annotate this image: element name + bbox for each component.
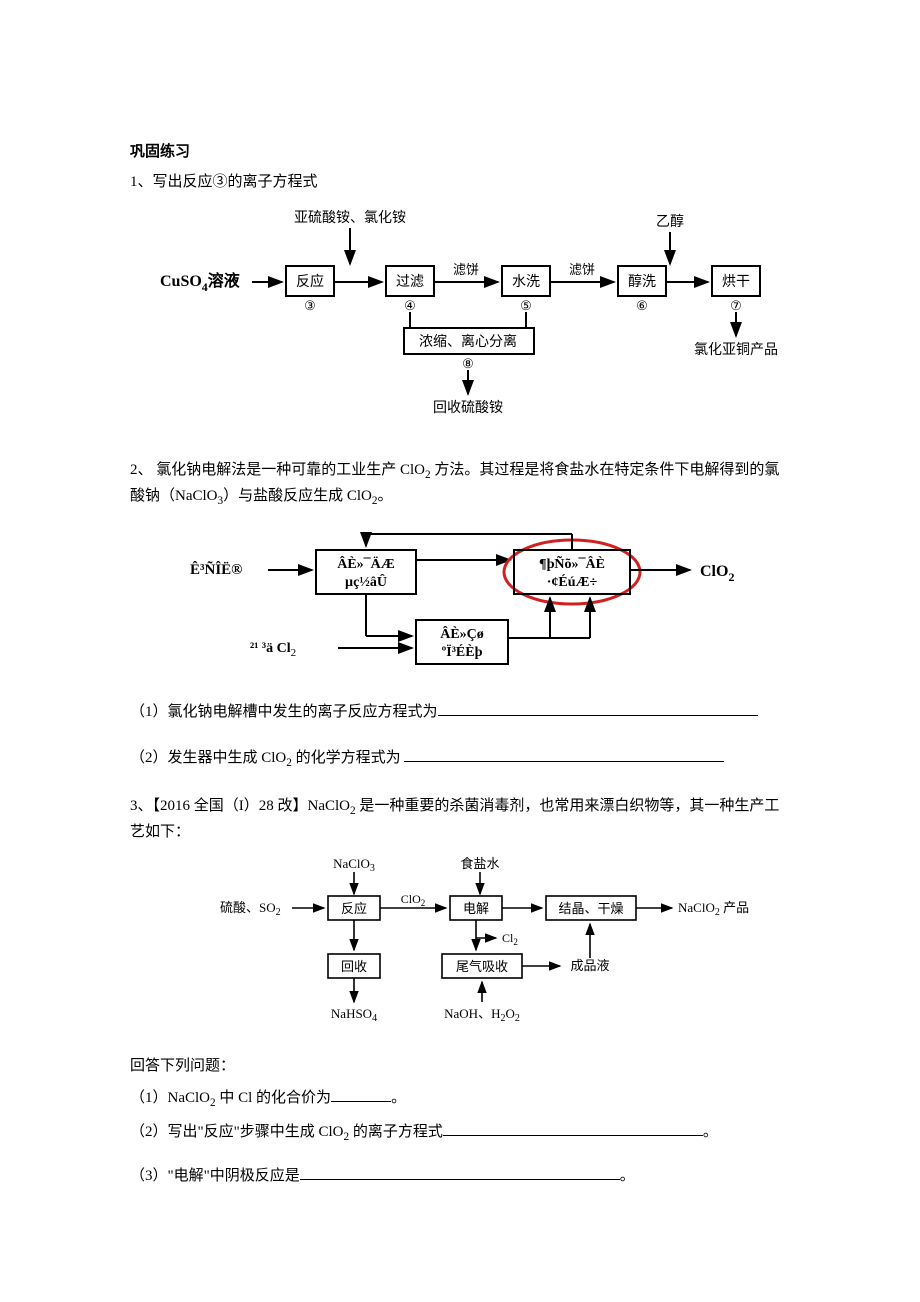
svg-text:ÂÈ»Çø: ÂÈ»Çø [440, 625, 484, 642]
q1-node-dry: 烘干 ⑦ [712, 266, 760, 313]
q1-recover: 回收硫酸铵 [433, 400, 503, 416]
q1-node-filter: 过滤 ④ [386, 266, 434, 313]
q2-sub1-blank[interactable] [438, 700, 758, 716]
q3-e12: ClO2 [401, 892, 426, 908]
q3-top2: 食盐水 [460, 856, 499, 871]
q3-node-recover: 回收 [328, 954, 380, 978]
q3-sub2: （2）写出"反应"步骤中生成 ClO2 的离子方程式。 [130, 1120, 790, 1146]
section-heading: 巩固练习 [130, 140, 790, 164]
q3-node-crystallize: 结晶、干燥 [546, 896, 636, 920]
q2-node-cell: ÂÈ»¯ÄÆ µç½âÛ [316, 550, 416, 594]
q3-recover-out: NaHSO4 [331, 1006, 377, 1024]
q3-sub1: （1）NaClO2 中 Cl 的化合价为。 [130, 1086, 790, 1112]
q3-left-in: 硫酸、SO2 [220, 900, 281, 918]
page: 巩固练习 1、写出反应③的离子方程式 CuSO4溶液 亚硫酸铵、氯化铵 乙醇 反… [0, 0, 920, 1302]
q2-node-absorber: ÂÈ»Çø ºÏ³ÉÈþ [416, 620, 508, 664]
q2-diagram: Ê³ÑÎË® ÂÈ»¯ÄÆ µç½âÛ ¶þÑõ»¯ÂÈ ·¢ÉúÆ÷ ClO2… [190, 520, 790, 680]
svg-text:过滤: 过滤 [396, 274, 424, 290]
svg-text:④: ④ [404, 298, 416, 313]
svg-text:⑦: ⑦ [730, 298, 742, 313]
svg-text:ºÏ³ÉÈþ: ºÏ³ÉÈþ [442, 643, 483, 660]
q3-node-reaction: 反应 [328, 896, 380, 920]
svg-text:反应: 反应 [296, 273, 324, 290]
q1-top-reagent: 亚硫酸铵、氯化铵 [294, 210, 406, 226]
svg-text:⑧: ⑧ [462, 356, 474, 371]
svg-text:反应: 反应 [341, 901, 367, 916]
q3-top1: NaClO3 [333, 856, 375, 874]
q1-node-wash: 水洗 ⑤ [502, 266, 550, 313]
q2-out-right: ClO2 [700, 563, 734, 584]
svg-text:浓缩、离心分离: 浓缩、离心分离 [419, 333, 517, 350]
q1-diagram: CuSO4溶液 亚硫酸铵、氯化铵 乙醇 反应 ③ 过滤 ④ 滤饼 水洗 ⑤ 滤饼 [160, 204, 820, 424]
svg-text:µç½âÛ: µç½âÛ [345, 573, 387, 590]
svg-text:醇洗: 醇洗 [628, 273, 656, 290]
q3-sub3: （3）"电解"中阴极反应是。 [130, 1164, 790, 1188]
svg-text:结晶、干燥: 结晶、干燥 [558, 901, 623, 916]
svg-text:⑤: ⑤ [520, 298, 532, 313]
q1-edge-wash-alcohol: 滤饼 [569, 262, 595, 277]
q1-node-reaction: 反应 ③ [286, 266, 334, 313]
q2-sub2: （2）发生器中生成 ClO2 的化学方程式为 [130, 746, 790, 772]
q2-sub2-blank[interactable] [404, 746, 724, 762]
q3-cl2: Cl2 [502, 931, 518, 947]
q3-sub1-blank[interactable] [331, 1086, 391, 1102]
q2-bottom-in: ²¹ ³ä Cl2 [250, 641, 296, 659]
svg-text:·¢ÉúÆ÷: ·¢ÉúÆ÷ [547, 573, 598, 590]
q3-bottom-reagent: NaOH、H2O2 [444, 1006, 520, 1024]
q1-prompt: 1、写出反应③的离子方程式 [130, 170, 790, 194]
q3-product: NaClO2 产品 [678, 900, 749, 918]
q2-in-left: Ê³ÑÎË® [190, 560, 242, 578]
q3-prompt: 3、【2016 全国（I）28 改】NaClO2 是一种重要的杀菌消毒剂，也常用… [130, 794, 790, 844]
q2-prompt: 2、 氯化钠电解法是一种可靠的工业生产 ClO2 方法。其过程是将食盐水在特定条… [130, 458, 790, 510]
q1-node-alcohol-wash: 醇洗 ⑥ [618, 266, 666, 313]
svg-text:¶þÑõ»¯ÂÈ: ¶þÑõ»¯ÂÈ [539, 554, 605, 572]
svg-text:尾气吸收: 尾气吸收 [456, 959, 508, 974]
q2-node-generator: ¶þÑõ»¯ÂÈ ·¢ÉúÆ÷ [514, 550, 630, 594]
q3-node-electrolysis: 电解 [450, 896, 502, 920]
q1-node-concentrate: 浓缩、离心分离 ⑧ [404, 328, 534, 371]
q1-top-ethanol: 乙醇 [656, 213, 684, 230]
q3-product-liquid: 成品液 [570, 958, 609, 973]
svg-text:ÂÈ»¯ÄÆ: ÂÈ»¯ÄÆ [337, 555, 395, 572]
q3-pre: 回答下列问题： [130, 1054, 790, 1078]
q1-edge-filter-wash: 滤饼 [453, 262, 479, 277]
q2-sub1: （1）氯化钠电解槽中发生的离子反应方程式为 [130, 700, 790, 724]
svg-text:电解: 电解 [463, 901, 489, 916]
q3-diagram: NaClO3 食盐水 硫酸、SO2 反应 ClO2 电解 结晶、干燥 NaClO… [220, 854, 780, 1034]
q3-sub2-blank[interactable] [443, 1120, 703, 1136]
q3-node-tailgas: 尾气吸收 [442, 954, 522, 978]
svg-text:烘干: 烘干 [722, 274, 750, 290]
q1-product: 氯化亚铜产品 [694, 342, 778, 358]
svg-text:③: ③ [304, 298, 316, 313]
svg-text:⑥: ⑥ [636, 298, 648, 313]
q3-sub3-blank[interactable] [300, 1164, 620, 1180]
svg-text:水洗: 水洗 [512, 274, 540, 290]
svg-text:回收: 回收 [341, 959, 367, 974]
q1-in-left: CuSO4溶液 [160, 271, 241, 294]
